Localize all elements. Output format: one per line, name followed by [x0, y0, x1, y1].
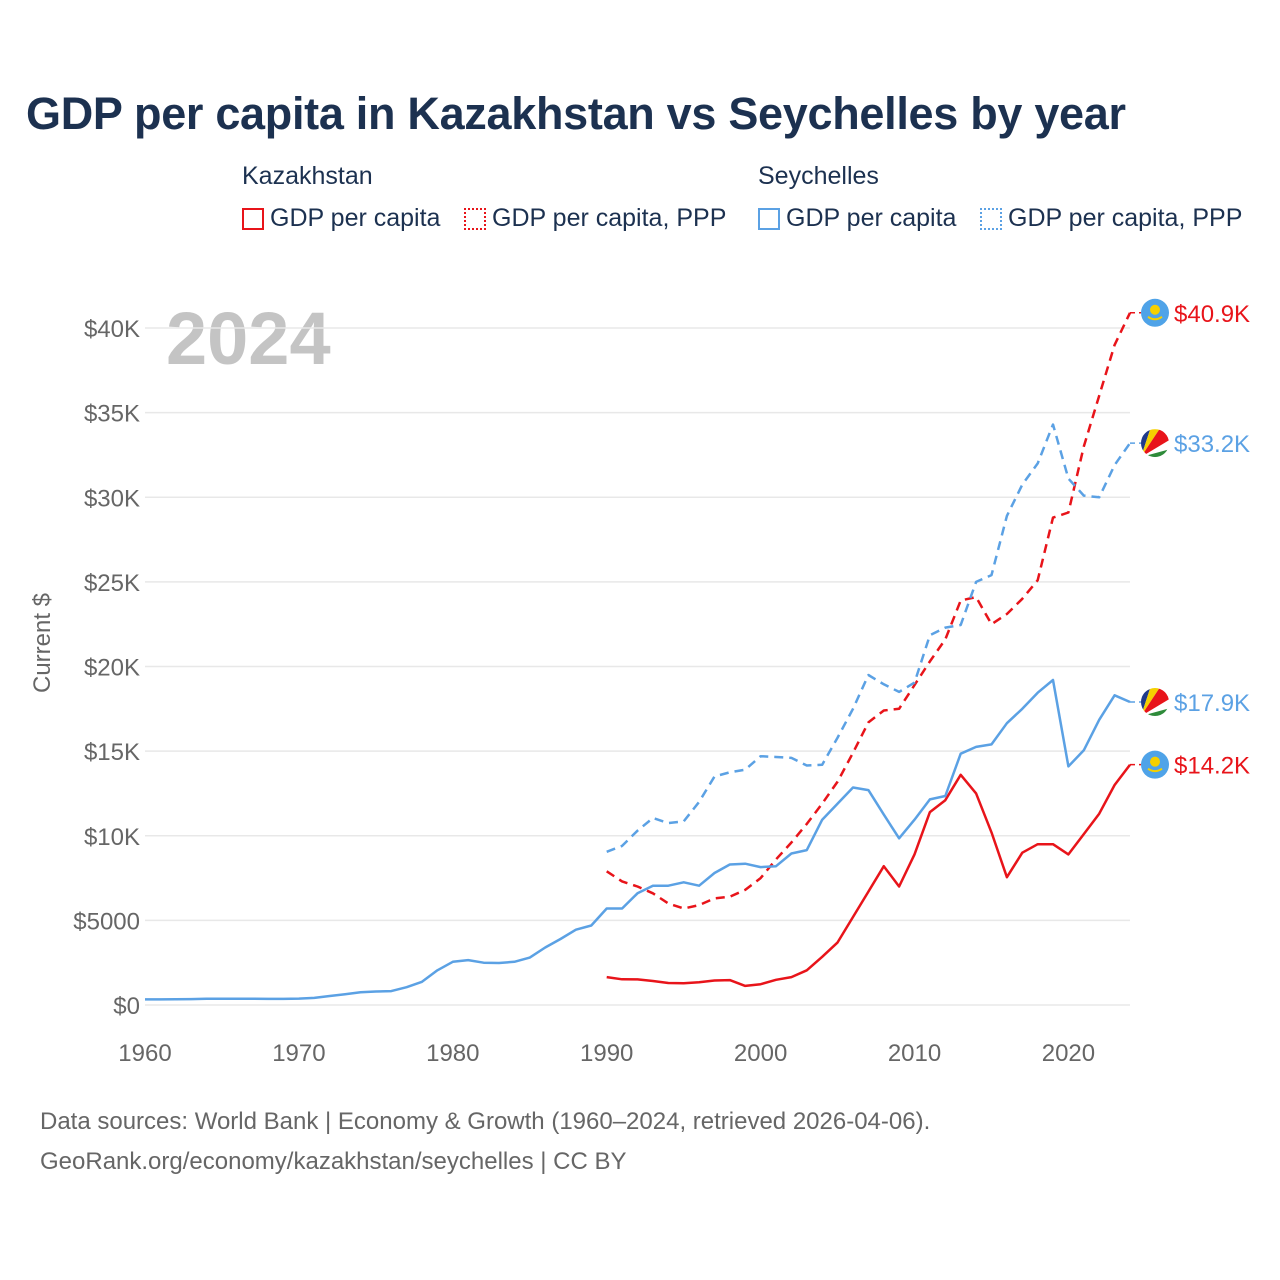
legend-item-kazakhstan-gdp[interactable]: GDP per capita — [242, 204, 440, 233]
gridlines — [145, 327, 1130, 1006]
legend-item-kazakhstan-ppp[interactable]: GDP per capita, PPP — [464, 204, 726, 233]
seychelles-flag-icon — [1141, 429, 1169, 458]
legend-label: GDP per capita, PPP — [492, 204, 727, 232]
y-tick-label: $25K — [84, 570, 140, 597]
end-value-label: $33.2K — [1174, 431, 1250, 458]
year-label: 2024 — [166, 297, 331, 380]
end-value-label: $14.2K — [1174, 753, 1250, 780]
series-line-1 — [606, 312, 1132, 910]
y-axis-ticks: $0 $5000 $10K $15K $20K $25K $30K $35K $40K — [73, 316, 140, 1020]
chart-title: GDP per capita in Kazakhstan vs Seychell… — [26, 88, 1126, 139]
x-tick-label: 1980 — [426, 1040, 479, 1067]
y-axis-label: Current $ — [29, 593, 56, 693]
y-tick-label: $20K — [84, 655, 140, 682]
y-tick-label: $40K — [84, 316, 140, 343]
x-tick-label: 1960 — [118, 1040, 171, 1067]
footer-source: Data sources: World Bank | Economy & Gro… — [40, 1108, 931, 1135]
legend-group-seychelles: Seychelles — [758, 162, 879, 190]
x-tick-label: 1990 — [580, 1040, 633, 1067]
series-line-3 — [606, 423, 1132, 853]
legend-label: GDP per capita — [786, 204, 957, 232]
x-tick-label: 2020 — [1042, 1040, 1095, 1067]
y-tick-label: $15K — [84, 739, 140, 766]
series-line-0 — [606, 763, 1131, 988]
legend-group-kazakhstan: Kazakhstan — [242, 162, 373, 190]
series-lines — [145, 312, 1132, 1001]
y-tick-label: $30K — [84, 485, 140, 512]
legend-swatch-seychelles-ppp — [980, 207, 1002, 230]
legend-label: GDP per capita — [270, 204, 441, 232]
series-line-2 — [145, 678, 1131, 1001]
x-tick-label: 2000 — [734, 1040, 787, 1067]
legend-swatch-kazakhstan-gdp — [242, 207, 264, 230]
kazakhstan-flag-icon — [1141, 750, 1169, 779]
legend-label: GDP per capita, PPP — [1008, 204, 1243, 232]
x-axis-ticks: 1960 1970 1980 1990 2000 2010 2020 — [118, 1040, 1095, 1067]
legend-item-seychelles-ppp[interactable]: GDP per capita, PPP — [980, 204, 1242, 233]
footer-attribution[interactable]: GeoRank.org/economy/kazakhstan/seychelle… — [40, 1148, 627, 1175]
y-tick-label: $35K — [84, 401, 140, 428]
legend-swatch-seychelles-gdp — [758, 207, 780, 230]
legend-item-seychelles-gdp[interactable]: GDP per capita — [758, 204, 956, 233]
y-tick-label: $5000 — [73, 908, 140, 935]
legend-swatch-kazakhstan-ppp — [464, 207, 486, 230]
x-tick-label: 2010 — [888, 1040, 941, 1067]
end-value-label: $17.9K — [1174, 690, 1250, 717]
end-value-label: $40.9K — [1174, 301, 1250, 328]
x-tick-label: 1970 — [272, 1040, 325, 1067]
seychelles-flag-icon — [1141, 688, 1169, 717]
kazakhstan-flag-icon — [1141, 298, 1169, 327]
y-tick-label: $0 — [113, 993, 140, 1020]
series-end-markers: $14.2K $40.9K $17.9K $33.2K — [1130, 298, 1250, 780]
y-tick-label: $10K — [84, 824, 140, 851]
chart-plot: 2024 Current $ $0 $5000 $10K $15K $20K $25K $3… — [29, 297, 1250, 1067]
